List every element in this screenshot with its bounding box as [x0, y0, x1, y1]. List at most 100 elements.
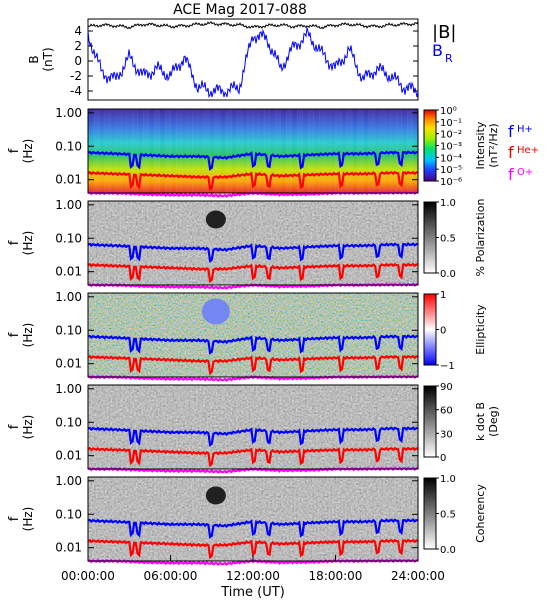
spectrogram-texture: [115, 109, 122, 193]
y-axis-unit: (Hz): [21, 323, 35, 348]
spectrogram-texture: [132, 109, 138, 193]
panel-intensity: 1.00 0.10 0.01 f (Hz) 10⁰10⁻¹10⁻²10⁻³10⁻⁴10⁻⁵…: [7, 106, 500, 198]
colorbar-tick-label: 0.5: [440, 234, 456, 245]
spectrogram-texture: [280, 109, 287, 193]
y-tick-label: 0.01: [55, 265, 82, 279]
plot-frame: [87, 200, 419, 286]
gyrofrequency-line-fhe: [87, 354, 418, 376]
spectrogram-texture: [297, 109, 303, 193]
y-axis-label: f: [7, 332, 22, 337]
y-tick-label: 0.01: [55, 173, 82, 187]
gyrofrequency-line-fh: [87, 518, 418, 539]
colorbar-tick-label: 10⁻⁵: [440, 165, 462, 176]
gyrofrequency-line-fhe: [87, 262, 418, 284]
y-axis-unit: (Hz): [21, 231, 35, 256]
gyrofrequency-line-fhe: [87, 538, 418, 560]
plot-frame: [87, 108, 419, 194]
spectrogram-texture: [258, 109, 265, 193]
x-tick-label: 18:00:00: [309, 569, 363, 583]
spectrogram-texture: [374, 109, 380, 193]
legend-fhe: f: [508, 143, 514, 162]
colorbar-tick-label: 10⁻⁶: [440, 177, 462, 188]
y-tick-label: 4: [74, 24, 82, 38]
spectrogram-texture: [143, 109, 149, 193]
y-axis-label: f: [7, 148, 22, 153]
colorbar-label: Intensity: [474, 121, 487, 169]
spectrogram-texture: [231, 109, 237, 193]
spectrogram-texture: [154, 109, 160, 193]
spectrogram-texture: [170, 109, 177, 193]
y-tick-label: 0: [74, 54, 82, 68]
spectrogram-texture: [110, 109, 116, 193]
spectrogram-texture: [93, 109, 100, 193]
colorbar-tick-label: 90: [440, 382, 453, 393]
gyrofrequency-line-fh: [87, 426, 418, 447]
y-tick-label: 0.01: [55, 357, 82, 371]
spectrogram-texture: [220, 109, 226, 193]
spectrogram-texture: [192, 109, 199, 193]
spectrogram-texture: [286, 109, 292, 193]
y-tick-label: 0.10: [55, 231, 82, 245]
spectrogram-texture: [187, 109, 193, 193]
y-tick-label: 2: [74, 39, 82, 53]
y-axis-label: f: [7, 516, 22, 521]
y-tick-label: 0.01: [55, 449, 82, 463]
spectrogram-texture: [412, 109, 419, 193]
gyrofrequency-line-fh: [87, 242, 418, 263]
colorbar-tick-label: 10⁻²: [440, 130, 462, 141]
y-tick-label: 1.00: [55, 382, 82, 396]
legend-fo: f: [508, 165, 514, 184]
spectrogram-texture: [209, 109, 215, 193]
spectrogram-texture: [181, 109, 188, 193]
panel-k-dot-b: 1.00 0.10 0.01 f (Hz) 90 60 30 0 k dot B (Deg): [7, 382, 500, 474]
x-tick-label: 06:00:00: [144, 569, 198, 583]
spectrogram-texture: [396, 109, 402, 193]
spectrogram-texture: [148, 109, 155, 193]
gyrofrequency-line-fhe: [87, 446, 418, 468]
spectrogram-texture: [352, 109, 358, 193]
spectrogram-texture: [264, 109, 270, 193]
spectrogram-texture: [198, 109, 204, 193]
x-tick-label: 24:00:00: [391, 569, 445, 583]
spectrogram-texture: [242, 109, 248, 193]
spectrogram-texture: [165, 109, 171, 193]
y-tick-label: 1.00: [55, 290, 82, 304]
spectrogram-texture: [401, 109, 408, 193]
colorbar: [423, 201, 437, 274]
spectrogram-texture: [253, 109, 259, 193]
legend-fh: f: [508, 122, 514, 141]
colorbar-tick-label: 10⁰: [440, 106, 457, 117]
colorbar-tick-label: 0.0: [440, 269, 456, 280]
spectrogram-feature: [205, 486, 226, 505]
x-axis-label: Time (UT): [220, 585, 285, 600]
spectrogram-texture: [275, 109, 281, 193]
spectrogram-texture: [357, 109, 364, 193]
y-axis-unit: (nT): [41, 47, 55, 71]
colorbar-tick-label: 0: [440, 326, 446, 337]
colorbar-label: k dot B: [474, 402, 487, 441]
spectrogram-texture: [99, 109, 105, 193]
spectrogram-texture: [126, 109, 133, 193]
spectrogram-texture: [291, 109, 298, 193]
spectrogram-feature: [205, 210, 226, 229]
spectrogram-texture: [346, 109, 353, 193]
colorbar-tick-label: 10⁻¹: [440, 118, 462, 129]
spectrogram-feature: [201, 298, 230, 325]
y-tick-label: -2: [70, 69, 82, 83]
x-tick-label: 00:00:00: [61, 569, 115, 583]
plot-frame: [87, 384, 419, 470]
spectrogram-texture: [363, 109, 369, 193]
spectrogram-texture: [203, 109, 210, 193]
colorbar-tick-label: 10⁻⁴: [440, 153, 462, 164]
legend-br-sub: R: [445, 52, 453, 65]
colorbar: [423, 477, 437, 550]
spectrogram-texture: [335, 109, 342, 193]
y-axis-unit: (Hz): [21, 507, 35, 532]
colorbar-tick-label: 30: [440, 429, 453, 440]
y-axis-label: f: [7, 424, 22, 429]
spectrogram-texture: [159, 109, 166, 193]
panel-ellipticity: 1.00 0.10 0.01 f (Hz) 1 0 −1 Ellipticity: [7, 290, 487, 382]
series-line-bmag: [87, 20, 419, 30]
colorbar-tick-label: 1.0: [440, 198, 456, 209]
